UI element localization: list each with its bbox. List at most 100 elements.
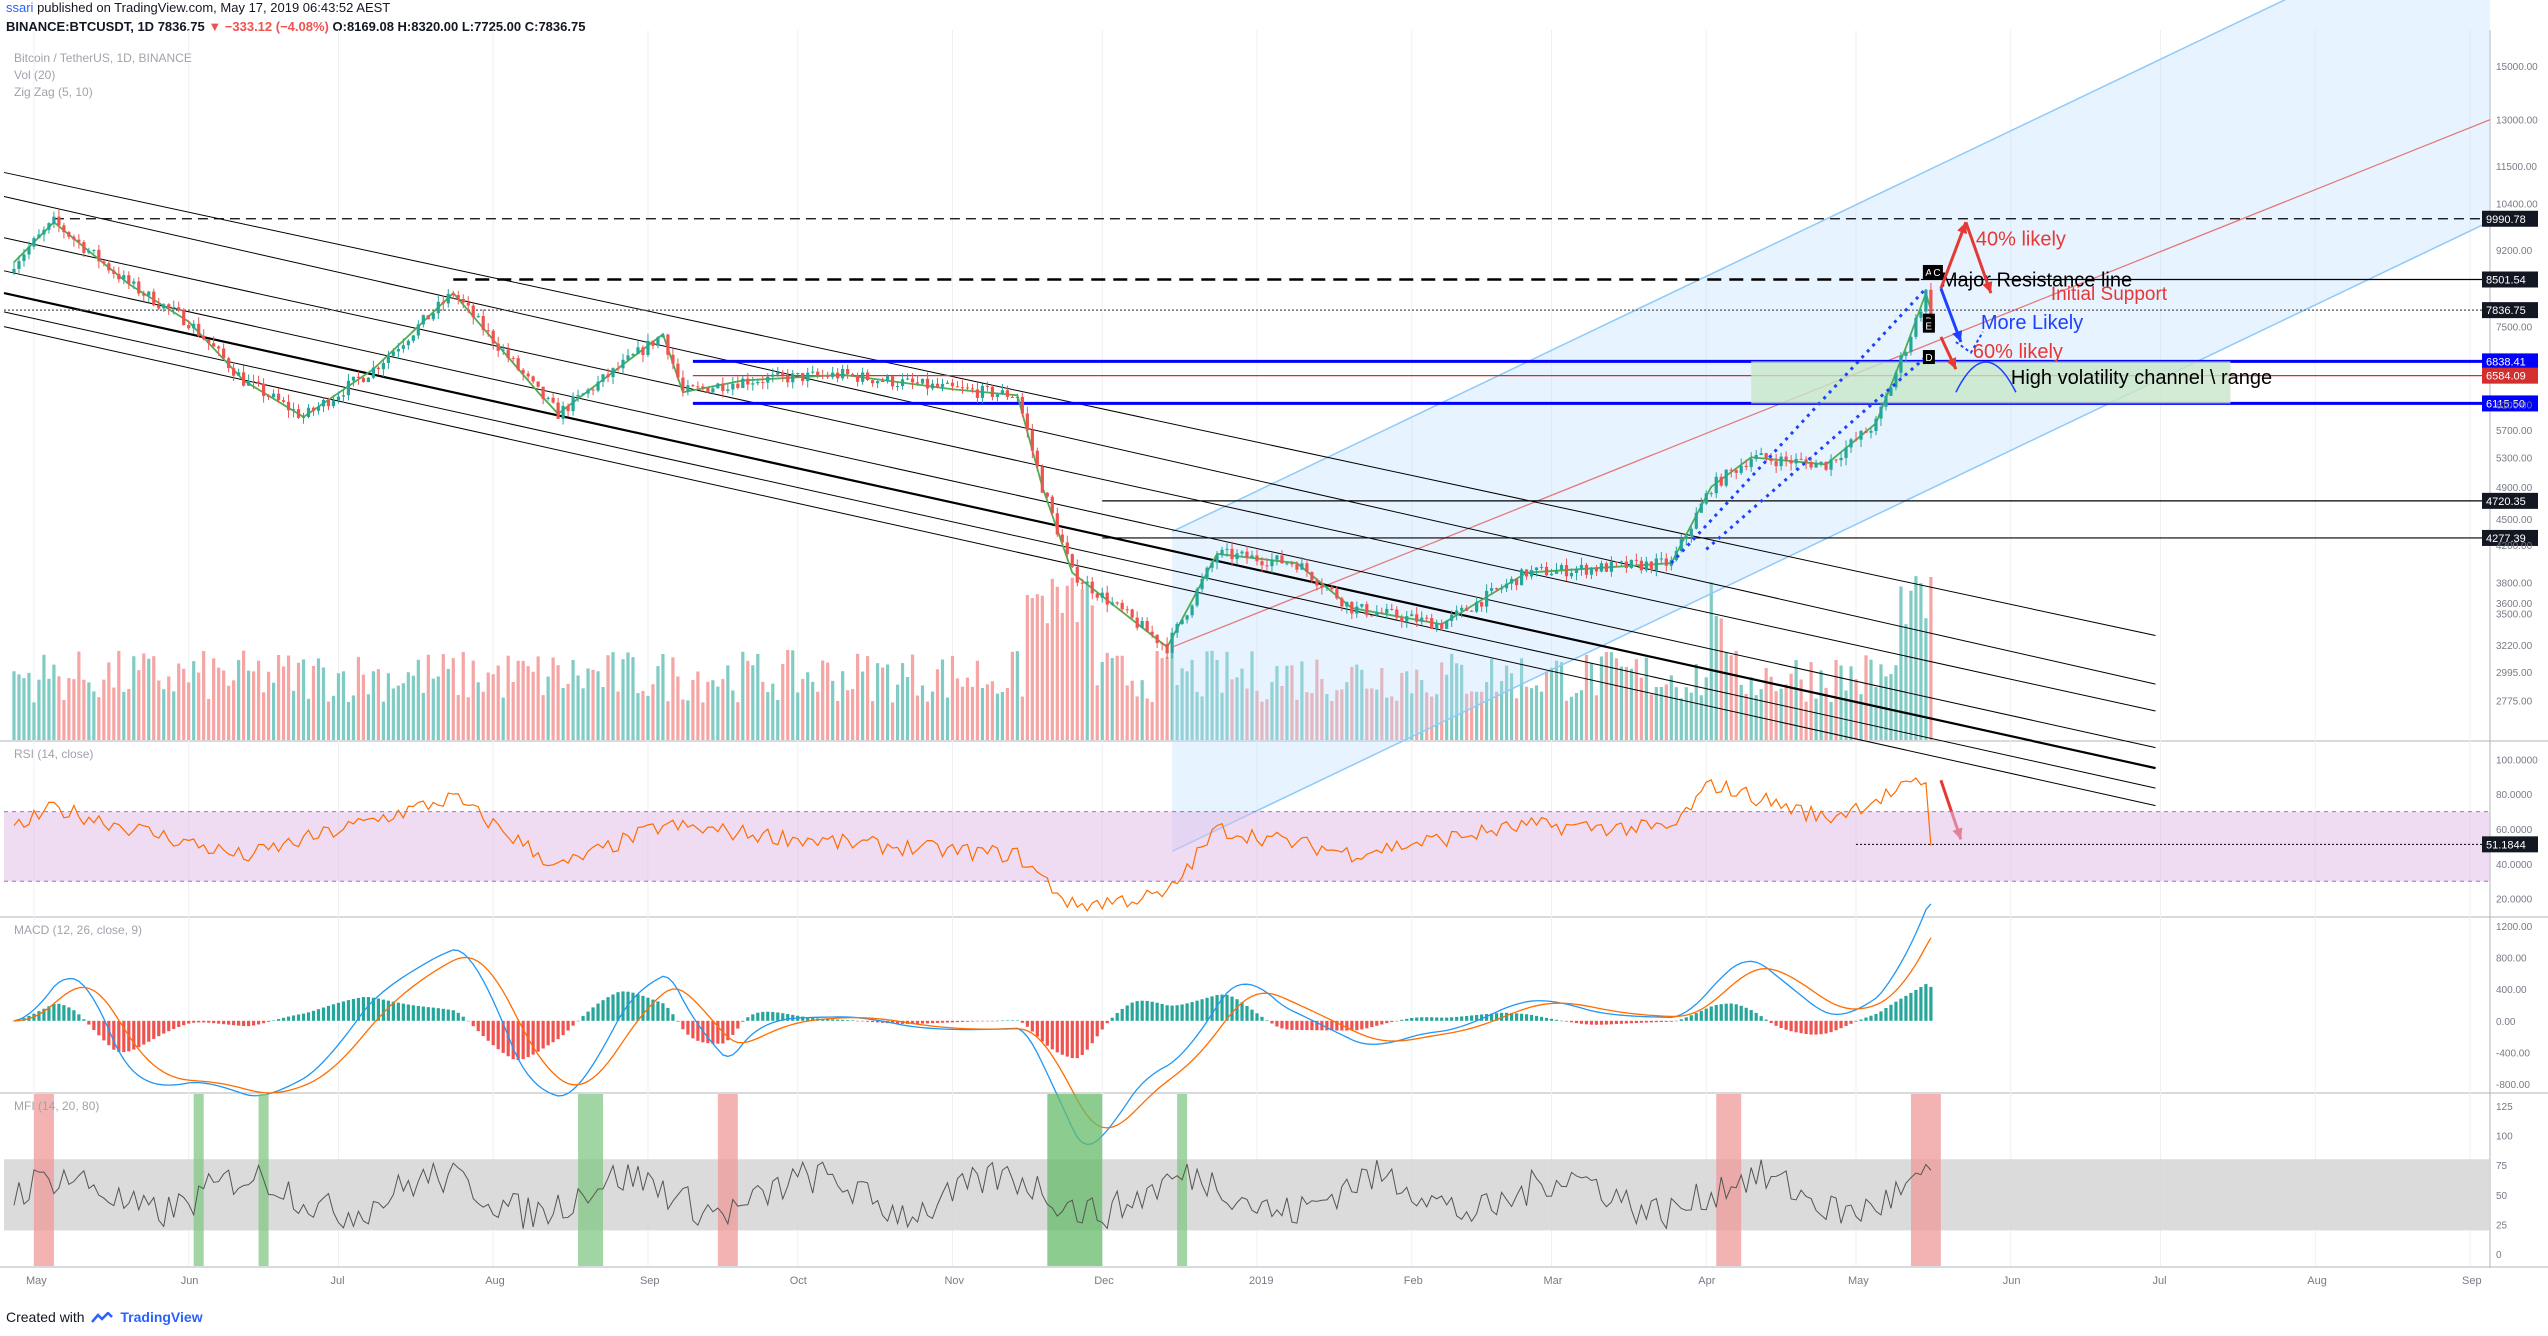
volume-bar	[351, 695, 356, 740]
volume-bar	[162, 689, 166, 740]
macd-histogram-bar	[177, 1020, 181, 1027]
macd-histogram-bar	[676, 1020, 680, 1022]
price-line-tag	[2482, 271, 2538, 288]
rsi-axis-tick: 80.0000	[2496, 790, 2533, 801]
volume-bar	[1065, 585, 1069, 740]
macd-histogram-bar	[1120, 1008, 1124, 1021]
volume-bar	[1265, 699, 1269, 740]
macd-histogram-bar	[1200, 999, 1204, 1021]
candle-body	[177, 307, 181, 311]
candle-body	[1190, 605, 1194, 616]
volume-bar	[371, 671, 376, 740]
volume-bar	[1904, 624, 1908, 740]
volume-bar	[1624, 666, 1628, 740]
macd-histogram-bar	[1769, 1020, 1773, 1024]
macd-histogram-bar	[1215, 994, 1219, 1021]
macd-histogram-bar	[1170, 1005, 1174, 1021]
volume-bar	[1365, 688, 1369, 740]
macd-histogram-bar	[1090, 1020, 1094, 1044]
candle-body	[531, 376, 535, 382]
macd-histogram-bar	[970, 1020, 975, 1022]
price-line-label: 4720.35	[2486, 496, 2526, 508]
macd-histogram-bar	[1799, 1020, 1803, 1034]
macd-histogram-bar	[1130, 1002, 1134, 1021]
macd-histogram-bar	[1400, 1019, 1404, 1021]
rsi-axis-tick: 40.0000	[2496, 860, 2533, 871]
volume-bar	[1899, 586, 1903, 740]
macd-histogram-bar	[132, 1020, 136, 1050]
volume-bar	[945, 697, 950, 740]
volume-bar	[856, 653, 860, 740]
volume-bar	[631, 657, 635, 740]
volume-bar	[77, 651, 81, 740]
macd-histogram-bar	[606, 997, 610, 1021]
macd-histogram-bar	[1804, 1020, 1808, 1034]
macd-histogram-bar	[1574, 1020, 1579, 1024]
volume-bar	[1869, 659, 1873, 740]
author-link[interactable]: ssari	[6, 0, 34, 15]
candle-body	[1509, 578, 1514, 584]
macd-histogram-bar	[1210, 996, 1214, 1021]
macd-histogram-bar	[1095, 1020, 1099, 1037]
macd-histogram-bar	[1285, 1020, 1289, 1030]
candle-body	[1884, 395, 1888, 407]
macd-histogram-bar	[1554, 1019, 1559, 1021]
volume-bar	[601, 687, 605, 740]
candle-body	[791, 373, 795, 383]
macd-histogram-bar	[950, 1020, 955, 1023]
volume-bar	[1185, 671, 1189, 740]
candle-body	[251, 381, 256, 383]
candle-body	[341, 395, 346, 397]
volume-bar	[1844, 690, 1848, 740]
candle-body	[910, 378, 915, 383]
volume-bar	[1425, 692, 1429, 740]
macd-histogram-bar	[1140, 1000, 1144, 1021]
candle-body	[1155, 634, 1159, 644]
candle-body	[1370, 615, 1374, 617]
macd-histogram-bar	[1110, 1017, 1114, 1021]
macd-histogram-bar	[1490, 1013, 1494, 1021]
candle-body	[1080, 582, 1084, 584]
macd-histogram-bar	[376, 998, 380, 1021]
price-axis-tick: 7500.00	[2496, 323, 2533, 334]
macd-histogram-bar	[122, 1020, 126, 1053]
volume-bar	[1629, 668, 1633, 740]
candle-body	[381, 362, 385, 370]
macd-histogram-bar	[666, 1007, 670, 1021]
volume-bar	[1619, 666, 1623, 740]
macd-title: MACD (12, 26, close, 9)	[14, 923, 142, 937]
volume-bar	[336, 673, 341, 740]
volume-bar	[1599, 656, 1604, 740]
macd-histogram-bar	[1015, 1020, 1019, 1021]
volume-bar	[711, 680, 715, 740]
candle-body	[202, 335, 206, 340]
zigzag-line	[13, 220, 1932, 649]
volume-bar	[461, 651, 465, 740]
volume-bar	[985, 684, 990, 740]
candle-body	[107, 263, 111, 271]
macd-histogram-bar	[990, 1020, 995, 1022]
macd-histogram-bar	[107, 1020, 111, 1046]
candle-body	[1664, 558, 1668, 566]
candle-body	[1759, 453, 1763, 456]
pivot-label-box	[1922, 350, 1935, 365]
macd-histogram-bar	[1904, 995, 1908, 1021]
tradingview-link[interactable]: TradingView	[120, 1309, 203, 1325]
macd-histogram-bar	[117, 1020, 121, 1052]
macd-histogram-bar	[851, 1020, 855, 1021]
macd-histogram-bar	[396, 1002, 400, 1021]
volume-bar	[591, 669, 595, 740]
candle-body	[1425, 617, 1429, 619]
candle-body	[1225, 548, 1229, 550]
pivot-label: E	[1925, 322, 1932, 333]
candle-body	[476, 316, 480, 318]
macd-histogram-bar	[366, 997, 371, 1021]
volume-bar	[1729, 655, 1733, 740]
volume-bar	[42, 654, 46, 740]
macd-histogram-bar	[846, 1020, 850, 1021]
volume-bar	[816, 691, 820, 740]
price-axis-tick: 3220.00	[2496, 641, 2533, 652]
candle-body	[516, 358, 520, 370]
volume-bar	[1260, 701, 1264, 740]
